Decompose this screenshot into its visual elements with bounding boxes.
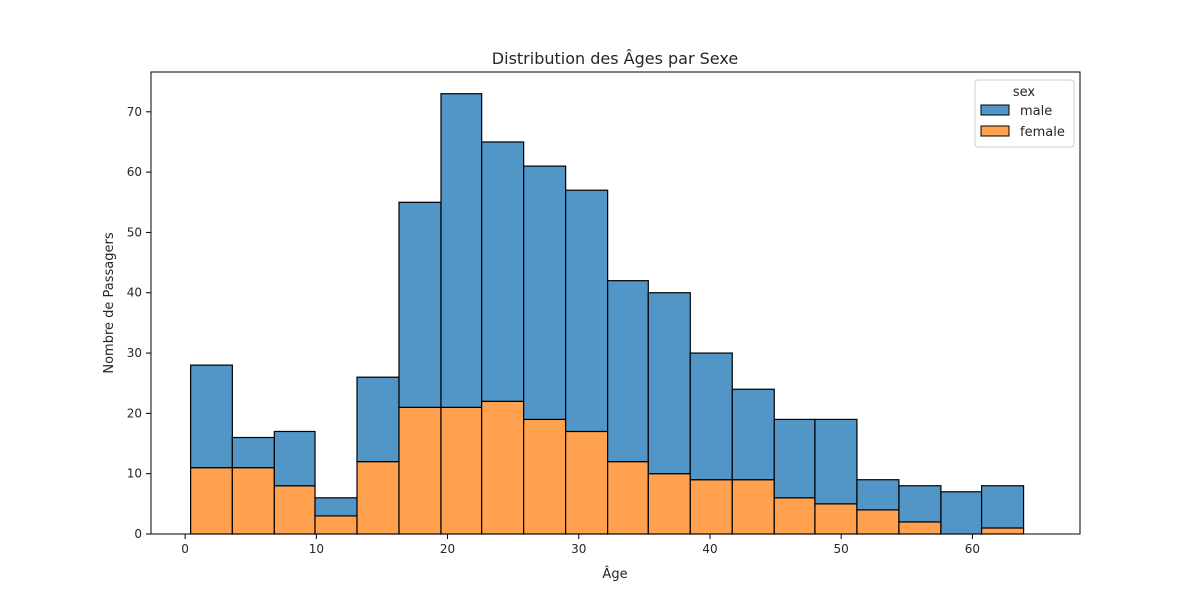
bar-female-bin-16 — [856, 509, 900, 535]
bar-male-bin-13 — [731, 388, 775, 481]
bar-male-bin-9 — [565, 189, 609, 433]
y-tick-label: 70 — [127, 105, 142, 119]
x-tick-label: 60 — [965, 542, 980, 556]
bar-male-bin-1 — [231, 436, 275, 469]
y-tick-label: 30 — [127, 346, 142, 360]
bar-male-bin-4 — [356, 376, 400, 463]
y-axis: 0 10 20 30 40 50 60 70 — [127, 105, 151, 541]
bar-male-bin-10 — [607, 280, 649, 463]
bar-male-bin-11 — [647, 292, 691, 475]
y-tick-label: 10 — [127, 467, 142, 481]
bar-female-bin-10 — [607, 461, 649, 535]
bar-male-bin-8 — [523, 165, 567, 421]
y-axis-label: Nombre de Passagers — [102, 232, 117, 373]
bar-female-bin-13 — [731, 479, 775, 535]
legend-entries: male female — [980, 104, 1065, 140]
plot-area — [150, 71, 1081, 535]
bar-male-bin-0 — [190, 364, 233, 469]
chart-title: Distribution des Âges par Sexe — [492, 49, 738, 68]
x-tick-label: 20 — [440, 542, 455, 556]
bar-female-bin-5 — [398, 406, 442, 535]
y-tick-label: 0 — [134, 527, 142, 541]
bar-male-bin-3 — [314, 497, 358, 517]
legend: sex male female — [974, 79, 1075, 148]
legend-title: sex — [1013, 85, 1036, 100]
x-tick-label: 50 — [834, 542, 849, 556]
bar-male-bin-19 — [980, 485, 1025, 529]
bar-female-bin-15 — [814, 503, 858, 535]
bar-female-bin-19 — [980, 527, 1025, 535]
bar-female-bin-11 — [647, 473, 691, 535]
x-tick-label: 40 — [702, 542, 717, 556]
bar-male-bin-15 — [814, 418, 858, 505]
y-tick-label: 60 — [127, 165, 142, 179]
bar-female-bin-1 — [231, 467, 275, 535]
y-tick-label: 50 — [127, 225, 142, 239]
x-tick-label: 0 — [181, 542, 189, 556]
bar-female-bin-4 — [356, 461, 400, 535]
bar-male-bin-17 — [898, 485, 942, 523]
bar-female-bin-17 — [898, 521, 942, 535]
bar-female-bin-14 — [773, 497, 816, 535]
x-tick-label: 10 — [309, 542, 324, 556]
x-tick-label: 30 — [571, 542, 586, 556]
bar-female-bin-0 — [190, 467, 233, 535]
bar-male-bin-14 — [773, 418, 816, 499]
bar-male-bin-18 — [940, 491, 983, 535]
bar-female-bin-2 — [273, 485, 316, 535]
bar-male-bin-12 — [689, 352, 733, 481]
bar-female-bin-12 — [689, 479, 733, 535]
bar-female-bin-7 — [481, 400, 525, 535]
bar-female-bin-6 — [440, 406, 483, 535]
bar-female-bin-9 — [565, 430, 609, 535]
bar-male-bin-5 — [398, 201, 442, 408]
x-axis: 0 10 20 30 40 50 60 — [181, 534, 980, 556]
legend-swatch-male — [980, 104, 1010, 116]
legend-swatch-female — [980, 125, 1010, 137]
bar-female-bin-3 — [314, 515, 358, 535]
bar-male-bin-16 — [856, 479, 900, 511]
y-tick-label: 40 — [127, 286, 142, 300]
bar-male-bin-2 — [273, 430, 316, 487]
plot-frame — [150, 71, 1081, 535]
bar-male-bin-7 — [481, 141, 525, 402]
y-tick-label: 20 — [127, 406, 142, 420]
legend-label-female: female — [1020, 125, 1065, 140]
bar-male-bin-6 — [440, 93, 483, 408]
bar-female-bin-8 — [523, 418, 567, 535]
legend-label-male: male — [1020, 104, 1052, 119]
x-axis-label: Âge — [602, 566, 627, 582]
